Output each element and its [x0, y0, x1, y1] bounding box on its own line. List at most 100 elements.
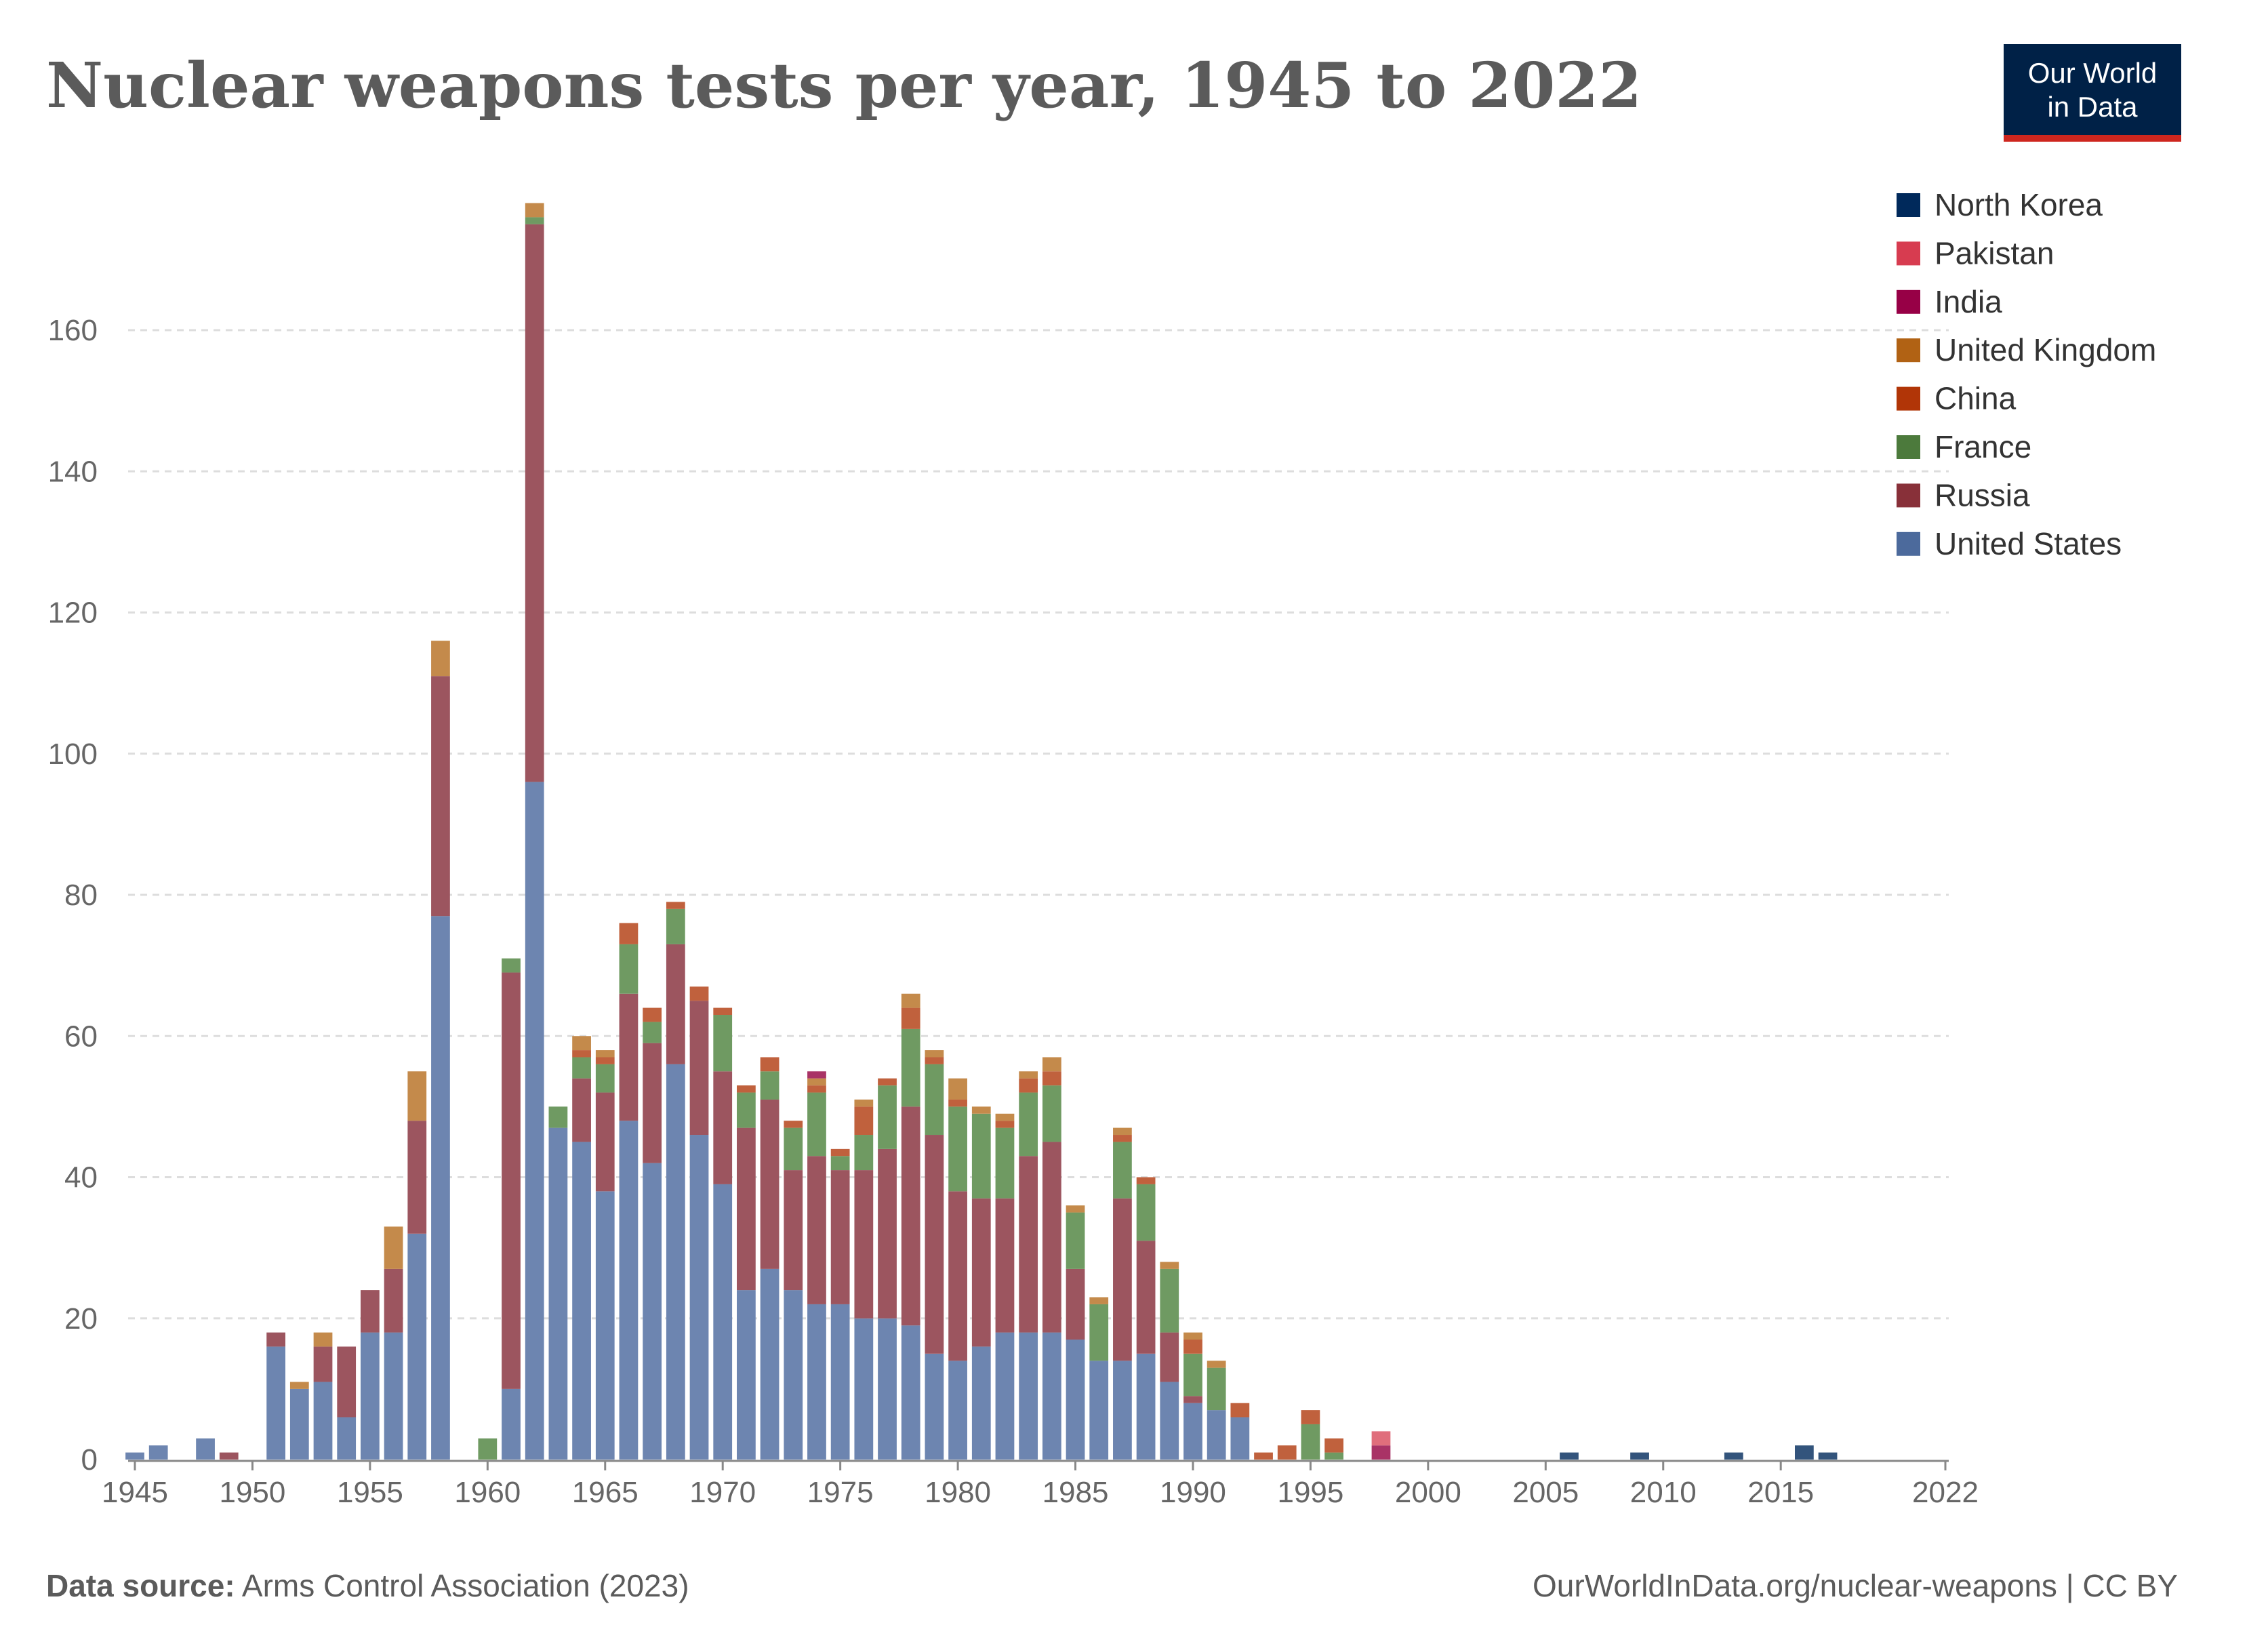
bar-united-states-1989 — [1160, 1382, 1179, 1460]
legend: North Korea Pakistan India United Kingdom Ch… — [1897, 187, 2156, 561]
bar-russia-1961 — [502, 972, 521, 1389]
bar-united-kingdom-1976 — [854, 1099, 874, 1107]
bar-france-1961 — [502, 958, 521, 973]
bar-united-states-1952 — [289, 1388, 309, 1460]
bar-united-states-1986 — [1089, 1361, 1109, 1460]
legend-item-pakistan[interactable]: Pakistan — [1935, 235, 2054, 270]
bar-russia-1988 — [1136, 1241, 1156, 1354]
legend-item-france[interactable]: France — [1935, 429, 2031, 464]
bar-china-1988 — [1136, 1177, 1156, 1184]
bar-united-states-1990 — [1183, 1403, 1202, 1460]
bar-russia-1985 — [1066, 1268, 1085, 1340]
bar-united-states-1981 — [971, 1346, 991, 1460]
bar-france-1987 — [1113, 1142, 1132, 1199]
bar-united-kingdom-1984 — [1042, 1057, 1061, 1072]
bar-russia-1958 — [431, 676, 450, 917]
bar-united-kingdom-1980 — [948, 1078, 967, 1100]
legend-item-china[interactable]: China — [1935, 381, 2017, 416]
bar-russia-1953 — [313, 1346, 333, 1382]
bar-united-states-1983 — [1019, 1332, 1038, 1460]
bar-united-states-1963 — [548, 1127, 568, 1460]
y-tick-label: 140 — [48, 455, 98, 488]
bar-united-states-1970 — [713, 1184, 733, 1460]
bar-france-1960 — [478, 1438, 498, 1460]
bar-united-kingdom-1979 — [925, 1050, 944, 1058]
bar-russia-1962 — [525, 224, 544, 782]
bar-france-1983 — [1019, 1092, 1038, 1157]
bar-china-1969 — [689, 986, 709, 1001]
bar-united-states-1979 — [925, 1353, 944, 1460]
license: | CC BY — [2066, 1568, 2178, 1603]
x-tick-label: 1970 — [689, 1476, 756, 1509]
bar-france-1975 — [830, 1156, 850, 1171]
bar-russia-1974 — [807, 1156, 826, 1304]
bar-united-states-1957 — [407, 1233, 427, 1460]
bar-france-1986 — [1089, 1304, 1109, 1361]
x-tick-label: 1945 — [102, 1476, 168, 1509]
bar-france-1974 — [807, 1092, 826, 1157]
y-tick-label: 40 — [64, 1161, 98, 1194]
bar-france-1981 — [971, 1113, 991, 1199]
bar-north-korea-2016 — [1794, 1445, 1814, 1460]
bar-china-1966 — [619, 923, 639, 944]
bar-russia-1967 — [643, 1043, 662, 1163]
x-tick-label: 2015 — [1747, 1476, 1814, 1509]
bar-russia-1981 — [971, 1198, 991, 1347]
bar-united-kingdom-1956 — [384, 1226, 403, 1269]
legend-item-russia[interactable]: Russia — [1935, 477, 2030, 513]
bar-united-kingdom-1957 — [407, 1071, 427, 1121]
bar-united-states-1953 — [313, 1382, 333, 1460]
bar-russia-1971 — [737, 1127, 756, 1291]
bar-china-1984 — [1042, 1071, 1061, 1086]
legend-item-united-states[interactable]: United States — [1935, 526, 2122, 561]
bar-united-states-1955 — [361, 1332, 380, 1460]
bar-russia-1951 — [266, 1332, 286, 1347]
bar-russia-1980 — [948, 1191, 967, 1361]
bar-china-1996 — [1324, 1438, 1343, 1453]
bar-united-states-1985 — [1066, 1339, 1085, 1460]
bar-china-1979 — [925, 1057, 944, 1064]
bar-united-kingdom-1981 — [971, 1106, 991, 1114]
bar-united-states-1966 — [619, 1121, 639, 1460]
x-tick-label: 1990 — [1160, 1476, 1226, 1509]
bar-france-1965 — [595, 1064, 615, 1093]
legend-item-united-kingdom[interactable]: United Kingdom — [1935, 332, 2156, 367]
legend-swatch — [1897, 193, 1920, 217]
legend-item-india[interactable]: India — [1935, 284, 2002, 319]
gridlines: 0 20 40 60 80 100 120 140 160 — [48, 314, 1949, 1477]
bar-united-states-1978 — [901, 1325, 920, 1460]
legend-swatch — [1897, 386, 1920, 411]
logo-line1: Our World — [2028, 57, 2158, 89]
bar-united-kingdom-1982 — [995, 1113, 1015, 1121]
legend-swatch — [1897, 338, 1920, 363]
bar-north-korea-2009 — [1630, 1452, 1649, 1460]
bar-united-states-1974 — [807, 1304, 826, 1460]
bar-united-states-1964 — [572, 1142, 591, 1460]
bar-united-states-1954 — [337, 1417, 357, 1460]
bar-united-kingdom-1974 — [807, 1078, 826, 1086]
bar-russia-1955 — [361, 1290, 380, 1333]
bar-china-1993 — [1254, 1452, 1273, 1460]
chart-title: Nuclear weapons tests per year, 1945 to … — [46, 49, 1642, 122]
bar-united-kingdom-1952 — [289, 1382, 309, 1389]
bar-russia-1954 — [337, 1346, 357, 1418]
bar-russia-1956 — [384, 1268, 403, 1333]
bar-france-1973 — [784, 1127, 803, 1171]
bar-united-states-1951 — [266, 1346, 286, 1460]
bar-north-korea-2017 — [1818, 1452, 1838, 1460]
footer-url[interactable]: OurWorldInData.org/nuclear-weapons | CC … — [1533, 1568, 2178, 1603]
bar-united-kingdom-1958 — [431, 641, 450, 677]
legend-item-north-korea[interactable]: North Korea — [1935, 187, 2103, 222]
y-tick-label: 120 — [48, 597, 98, 630]
bar-united-states-1945 — [125, 1452, 144, 1460]
bar-india-1998 — [1371, 1445, 1391, 1460]
bar-france-1962 — [525, 217, 544, 224]
bar-united-states-1976 — [854, 1318, 874, 1460]
x-tick-label: 1960 — [454, 1476, 521, 1509]
bar-china-1978 — [901, 1007, 920, 1029]
bar-china-1974 — [807, 1085, 826, 1093]
bar-russia-1983 — [1019, 1156, 1038, 1333]
bar-north-korea-2006 — [1560, 1452, 1579, 1460]
owid-logo[interactable]: Our World in Data — [2004, 44, 2181, 142]
